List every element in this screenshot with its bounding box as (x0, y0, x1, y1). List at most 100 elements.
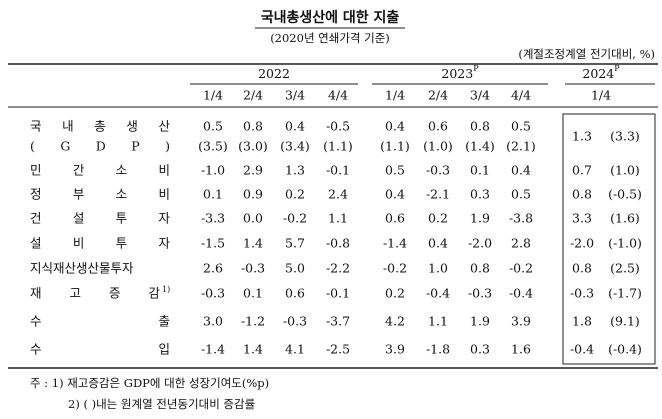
cell: -1.4 (201, 342, 225, 357)
cell: 0.3 (470, 187, 490, 202)
cell: 2.6 (203, 261, 223, 276)
cell: 0.1 (243, 286, 263, 301)
cell: 3.0 (203, 314, 223, 329)
cell-yoy: (-1.0) (608, 236, 642, 251)
cell: 0.5 (511, 119, 531, 134)
cell: 5.0 (285, 261, 305, 276)
cell: 1.9 (470, 211, 490, 226)
cell: -0.1 (326, 286, 350, 301)
row-label: 수 입 (30, 342, 170, 357)
cell-yoy: (2.5) (610, 261, 640, 276)
cell: 0.5 (385, 163, 405, 178)
cell-yoy: (1.4) (465, 139, 495, 154)
cell: -2.5 (326, 342, 350, 357)
cell: 1.1 (428, 314, 448, 329)
cell: -0.8 (326, 236, 350, 251)
quarter-header: 4/4 (511, 88, 531, 103)
year: 2024 (582, 66, 614, 81)
note: 주 : 1) 재고증감은 GDP에 대한 성장기여도(%p) (30, 376, 269, 390)
cell: 0.8 (572, 187, 592, 202)
cell-yoy: (9.1) (610, 314, 640, 329)
cell: 0.4 (511, 163, 531, 178)
quarter-header: 1/4 (385, 88, 405, 103)
cell: -3.7 (326, 314, 350, 329)
cell-yoy: (1.6) (610, 211, 640, 226)
cell: 0.2 (428, 211, 448, 226)
cell: -2.1 (426, 187, 450, 202)
year-header: 2024P (582, 64, 620, 81)
cell: -0.3 (283, 314, 307, 329)
cell: -0.5 (326, 119, 350, 134)
cell-yoy: (-0.4) (608, 342, 642, 357)
cell: -0.4 (570, 342, 594, 357)
row-label: 지식재산생산물투자 (30, 261, 134, 276)
quarter-header: 1/4 (203, 88, 223, 103)
cell: -1.5 (201, 236, 225, 251)
subtitle: (2020년 연쇄가격 기준) (270, 31, 390, 45)
cell: 0.9 (243, 187, 263, 202)
quarter-header: 4/4 (328, 88, 348, 103)
row-label: 설 비 투 자 (30, 236, 170, 251)
cell: -2.2 (326, 261, 350, 276)
cell: -0.4 (426, 286, 450, 301)
cell: -0.2 (283, 211, 307, 226)
cell-yoy: (-1.7) (608, 286, 642, 301)
note: 2) ( )내는 원계열 전년동기대비 증감률 (68, 397, 255, 411)
cell: 4.1 (285, 342, 305, 357)
cell: 0.3 (470, 342, 490, 357)
cell: 0.0 (243, 211, 263, 226)
cell: 0.8 (243, 119, 263, 134)
cell: 2.8 (511, 236, 531, 251)
cell: 0.8 (470, 261, 490, 276)
cell: -1.2 (241, 314, 265, 329)
cell: -1.8 (426, 342, 450, 357)
cell: -2.0 (468, 236, 492, 251)
cell: 1.1 (328, 211, 348, 226)
cell: 0.5 (203, 119, 223, 134)
cell: -0.1 (326, 163, 350, 178)
cell: 0.4 (428, 236, 448, 251)
year: 2022 (258, 66, 290, 81)
cell: 0.4 (285, 119, 305, 134)
cell: 0.4 (385, 119, 405, 134)
cell: 5.7 (285, 236, 305, 251)
title: 국내총생산에 대한 지출 (261, 9, 400, 26)
cell: -1.4 (383, 236, 407, 251)
cell: 0.8 (470, 119, 490, 134)
cell: -0.4 (509, 286, 533, 301)
row-label: 수 출 (30, 314, 170, 329)
cell: 1.9 (470, 314, 490, 329)
cell-yoy: (3.3) (610, 129, 640, 144)
cell: -0.3 (201, 286, 225, 301)
row-label: 건 설 투 자 (30, 211, 170, 226)
cell: -0.2 (383, 261, 407, 276)
cell: 0.2 (385, 286, 405, 301)
year-header: 2022 (258, 66, 290, 81)
cell: 2.4 (328, 187, 348, 202)
cell: -3.8 (509, 211, 533, 226)
note-ref: 1) (162, 285, 170, 294)
year-mark: P (614, 64, 620, 73)
cell: -0.3 (570, 286, 594, 301)
cell: 1.6 (511, 342, 531, 357)
cell: 3.9 (385, 342, 405, 357)
quarter-header: 3/4 (470, 88, 490, 103)
cell-yoy: (-0.5) (608, 187, 642, 202)
cell: 0.6 (385, 211, 405, 226)
cell: 0.2 (285, 187, 305, 202)
quarter-header: 2/4 (243, 88, 263, 103)
cell: 0.7 (572, 163, 592, 178)
highlight-box (562, 113, 656, 365)
row-label: 재 고 증 감 (30, 286, 160, 301)
row-label: 국 내 총 생 산 (30, 119, 170, 134)
cell: 1.8 (572, 314, 592, 329)
cell: -3.3 (201, 211, 225, 226)
year-header: 2023P (441, 64, 479, 81)
cell: -1.0 (201, 163, 225, 178)
cell: -0.3 (241, 261, 265, 276)
quarter-header: 2/4 (428, 88, 448, 103)
cell-yoy: (3.0) (238, 139, 268, 154)
cell: 0.8 (572, 261, 592, 276)
row-sublabel: ( G D P ) (30, 139, 170, 154)
